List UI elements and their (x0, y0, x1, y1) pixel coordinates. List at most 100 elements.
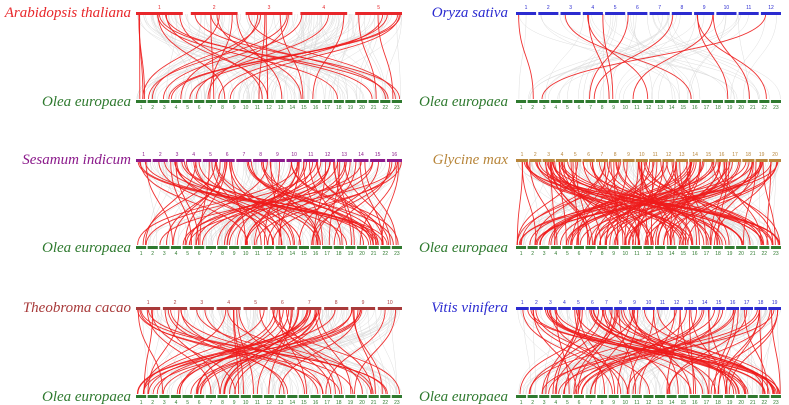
bottom-chromosome-number: 6 (578, 105, 581, 111)
background-link (658, 13, 696, 100)
top-chromosome-number: 18 (758, 300, 764, 306)
bottom-chromosome (527, 395, 538, 398)
top-chromosome (716, 12, 737, 15)
bottom-chromosome-number: 21 (371, 251, 377, 257)
top-chromosome-number: 7 (658, 5, 661, 11)
bottom-chromosome-number: 14 (290, 400, 296, 405)
bottom-chromosome (655, 246, 666, 249)
bottom-chromosome-number: 18 (336, 251, 342, 257)
top-chromosome (530, 307, 543, 310)
background-link (541, 13, 680, 100)
background-link (151, 13, 217, 100)
bottom-chromosome (147, 395, 158, 398)
bottom-chromosome (655, 395, 666, 398)
bottom-chromosome (194, 395, 205, 398)
bottom-chromosome-number: 23 (394, 251, 400, 257)
synteny-link (582, 160, 774, 246)
bottom-chromosome-number: 13 (278, 105, 284, 111)
background-link (266, 13, 341, 100)
synteny-link (528, 308, 677, 395)
synteny-link (246, 160, 372, 246)
synteny-link (590, 308, 724, 395)
synteny-link (226, 160, 305, 246)
synteny-link (317, 160, 377, 246)
bottom-chromosome (159, 246, 170, 249)
top-chromosome (642, 307, 655, 310)
bottom-chromosome-number: 1 (140, 400, 143, 405)
bottom-species-label: Olea europaea (419, 94, 508, 110)
panel-oryza: 1 2 3 4 5 6 7 8 9 10 11 121 2 3 4 5 6 7 8 9 10 11 12 13 14 15 16 17… (419, 5, 781, 111)
background-link (160, 160, 342, 246)
top-chromosome-number: 11 (660, 300, 665, 306)
bottom-chromosome (539, 246, 550, 249)
background-link (332, 13, 355, 100)
background-link (180, 160, 320, 246)
bottom-chromosome-number: 17 (704, 400, 710, 405)
synteny-link (759, 308, 764, 395)
background-link (272, 13, 390, 100)
background-link (208, 308, 368, 395)
panel-theobroma: 1 2 3 4 5 6 7 8 9 101 2 3 4 5 6 7 8 9 10 11 12 13 14 15 16 17 18 19… (23, 300, 402, 405)
bottom-chromosome (147, 246, 158, 249)
bottom-chromosome (322, 246, 333, 249)
synteny-link (717, 160, 730, 246)
synteny-link (158, 160, 275, 246)
bottom-chromosome-number: 10 (623, 105, 629, 111)
synteny-link (279, 13, 304, 100)
background-link (624, 13, 694, 100)
bottom-chromosome-number: 16 (692, 251, 698, 257)
top-chromosome-number: 11 (653, 152, 658, 158)
background-link (567, 13, 616, 100)
synteny-link (170, 13, 401, 100)
bottom-chromosome-number: 5 (186, 105, 189, 111)
synteny-link (564, 13, 692, 100)
top-chromosome-number: 8 (335, 300, 338, 306)
bottom-chromosome-number: 3 (543, 400, 546, 405)
background-link (203, 308, 237, 395)
synteny-link (530, 308, 777, 395)
background-link (246, 13, 344, 100)
bottom-chromosome (643, 100, 654, 103)
bottom-chromosome (170, 246, 182, 249)
top-chromosome (754, 307, 767, 310)
top-chromosome-number: 14 (702, 300, 708, 306)
bottom-chromosome-number: 11 (255, 400, 260, 405)
bottom-chromosome (678, 395, 689, 398)
top-chromosome-number: 2 (535, 300, 538, 306)
synteny-link (219, 308, 290, 395)
top-chromosome-number: 4 (322, 5, 325, 11)
background-link (187, 13, 234, 100)
top-chromosome (542, 159, 555, 162)
bottom-chromosome-number: 22 (762, 251, 768, 257)
bottom-chromosome-number: 9 (612, 251, 615, 257)
background-link (589, 160, 658, 246)
synteny-link (516, 160, 579, 246)
bottom-chromosome-number: 15 (301, 251, 307, 257)
bottom-chromosome-number: 4 (175, 105, 178, 111)
background-link (241, 160, 357, 246)
synteny-link (613, 160, 740, 246)
synteny-link (229, 308, 316, 395)
bottom-chromosome-number: 2 (151, 251, 154, 257)
synteny-link (168, 13, 399, 100)
background-link (150, 13, 242, 100)
synteny-link (532, 308, 629, 395)
synteny-link (536, 160, 687, 246)
bottom-chromosome-number: 20 (738, 251, 744, 257)
synteny-link (587, 13, 649, 100)
synteny-link (657, 160, 701, 246)
background-link (748, 308, 753, 395)
background-link (530, 160, 660, 246)
bottom-chromosome-number: 15 (301, 400, 307, 405)
synteny-link (138, 13, 144, 100)
bottom-chromosomes: 1 2 3 4 5 6 7 8 9 10 11 12 13 14 15 16 17 18 19 20 21 22 23 (136, 395, 402, 405)
background-link (157, 308, 185, 395)
bottom-chromosome (159, 395, 170, 398)
synteny-link (176, 160, 268, 246)
top-chromosome (569, 159, 582, 162)
background-link (271, 308, 310, 395)
bottom-chromosome (310, 100, 321, 103)
background-link (543, 13, 669, 100)
top-chromosomes: 1 2 3 4 5 6 7 8 9 10 (136, 300, 402, 310)
background-link (325, 308, 353, 395)
